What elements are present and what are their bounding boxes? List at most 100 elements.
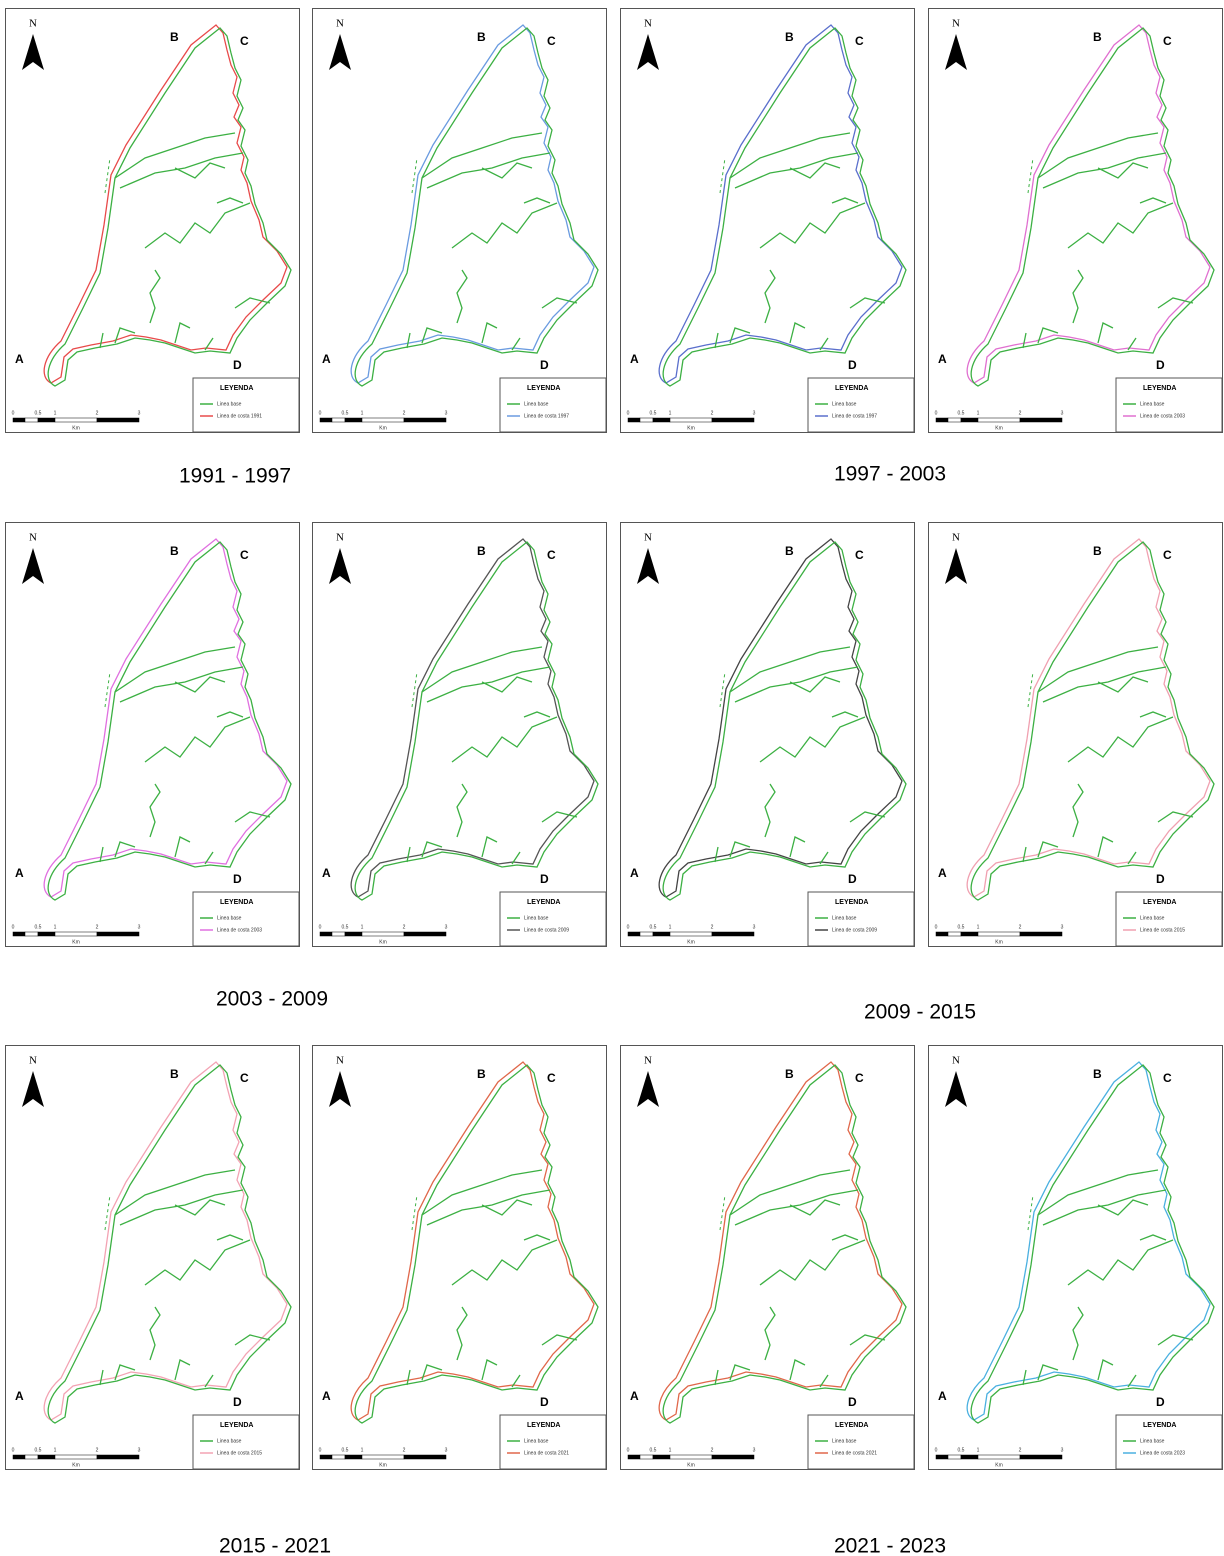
scale-bar xyxy=(712,932,754,936)
scale-tick: 2 xyxy=(711,410,714,416)
point-label: A xyxy=(630,1389,639,1403)
scale-bar xyxy=(55,418,97,422)
legend-item: Linea base xyxy=(217,1438,242,1444)
north-label: N xyxy=(644,1055,652,1067)
legend-item: Linea de costa 2009 xyxy=(832,927,877,933)
scale-tick: 1 xyxy=(54,410,57,416)
period-caption: 1997 - 2003 xyxy=(834,463,946,486)
point-label: A xyxy=(938,866,947,880)
north-label: N xyxy=(952,18,960,30)
scale-bar xyxy=(640,932,653,936)
scale-tick: 3 xyxy=(753,924,756,930)
scale-tick: 3 xyxy=(138,924,141,930)
point-label: D xyxy=(848,1395,857,1409)
map-panel: NABCDLEYENDALinea baseLinea de costa 199… xyxy=(621,9,915,433)
point-label: C xyxy=(1163,1071,1172,1085)
scale-tick: 2 xyxy=(711,1447,714,1453)
legend-item: Linea base xyxy=(1140,1438,1165,1444)
scale-bar xyxy=(97,932,139,936)
north-label: N xyxy=(336,18,344,30)
legend-item: Linea base xyxy=(1140,915,1165,921)
scale-bar xyxy=(404,418,446,422)
point-label: C xyxy=(547,1071,556,1085)
legend-item: Linea base xyxy=(524,401,549,407)
north-label: N xyxy=(952,1055,960,1067)
point-label: B xyxy=(170,30,179,44)
point-label: B xyxy=(477,544,486,558)
scale-unit: Km xyxy=(72,939,80,945)
scale-tick: 0 xyxy=(935,924,938,930)
point-label: B xyxy=(1093,544,1102,558)
legend-item: Linea de costa 2015 xyxy=(1140,927,1185,933)
scale-unit: Km xyxy=(995,425,1003,431)
point-label: B xyxy=(785,30,794,44)
north-label: N xyxy=(644,18,652,30)
scale-unit: Km xyxy=(995,1462,1003,1468)
point-label: D xyxy=(1156,358,1165,372)
scale-bar xyxy=(712,1455,754,1459)
legend-title: LEYENDA xyxy=(220,385,253,392)
scale-tick: 2 xyxy=(96,1447,99,1453)
scale-bar xyxy=(628,932,640,936)
legend-item: Linea base xyxy=(217,915,242,921)
map-panel: NABCDLEYENDALinea baseLinea de costa 200… xyxy=(313,523,607,947)
legend-title: LEYENDA xyxy=(1143,385,1176,392)
legend-item: Linea base xyxy=(832,915,857,921)
scale-tick: 1 xyxy=(669,924,672,930)
north-label: N xyxy=(644,532,652,544)
panel-frame xyxy=(6,9,300,433)
scale-unit: Km xyxy=(995,939,1003,945)
scale-tick: 2 xyxy=(403,924,406,930)
legend-item: Linea base xyxy=(832,401,857,407)
legend-item: Linea de costa 1991 xyxy=(217,413,262,419)
figure: N A B C D LEYENDA Linea base Linea de costa 199… xyxy=(0,0,1224,1556)
panel-frame xyxy=(621,523,915,947)
scale-bar xyxy=(404,1455,446,1459)
scale-tick: 3 xyxy=(445,410,448,416)
point-label: D xyxy=(848,872,857,886)
period-caption: 2003 - 2009 xyxy=(216,988,328,1011)
scale-bar xyxy=(404,932,446,936)
map-panel: NABCDLEYENDALinea baseLinea de costa 202… xyxy=(621,1046,915,1470)
point-label: D xyxy=(848,358,857,372)
scale-bar xyxy=(640,418,653,422)
scale-tick: 2 xyxy=(96,410,99,416)
legend-item: Linea base xyxy=(524,915,549,921)
scale-bar xyxy=(978,932,1020,936)
scale-unit: Km xyxy=(687,1462,695,1468)
point-label: A xyxy=(630,866,639,880)
scale-unit: Km xyxy=(72,425,80,431)
scale-tick: 3 xyxy=(1061,924,1064,930)
point-label: A xyxy=(938,1389,947,1403)
point-label: A xyxy=(322,1389,331,1403)
scale-bar xyxy=(345,1455,362,1459)
panel-frame xyxy=(929,1046,1223,1470)
panel-frame xyxy=(313,523,607,947)
scale-tick: 1 xyxy=(361,410,364,416)
scale-bar xyxy=(948,1455,961,1459)
legend-title: LEYENDA xyxy=(1143,899,1176,906)
point-label: C xyxy=(240,1071,249,1085)
scale-bar xyxy=(670,932,712,936)
panel-frame xyxy=(6,523,300,947)
period-caption: 2015 - 2021 xyxy=(219,1535,331,1556)
north-label: N xyxy=(29,1055,37,1067)
scale-tick: 1 xyxy=(977,924,980,930)
point-label: C xyxy=(547,34,556,48)
legend-item: Linea base xyxy=(524,1438,549,1444)
scale-bar xyxy=(362,932,404,936)
scale-unit: Km xyxy=(379,425,387,431)
scale-tick: 3 xyxy=(445,924,448,930)
point-label: B xyxy=(1093,1067,1102,1081)
scale-tick: 0.5 xyxy=(650,410,657,416)
panel-frame xyxy=(313,9,607,433)
point-label: D xyxy=(540,358,549,372)
scale-tick: 3 xyxy=(445,1447,448,1453)
legend-item: Linea de costa 2015 xyxy=(217,1450,262,1456)
scale-tick: 0 xyxy=(12,924,15,930)
scale-bar xyxy=(13,418,25,422)
legend-item: Linea de costa 2009 xyxy=(524,927,569,933)
point-label: B xyxy=(785,1067,794,1081)
point-label: C xyxy=(240,548,249,562)
